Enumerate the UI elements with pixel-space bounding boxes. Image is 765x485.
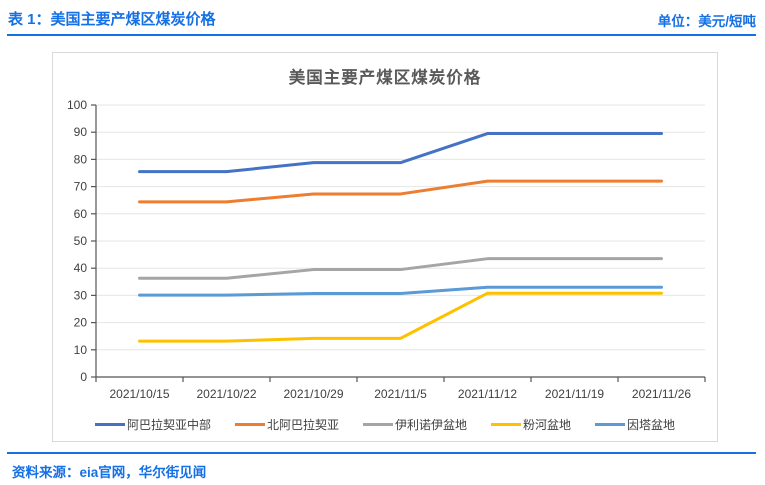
legend-swatch [362, 422, 393, 427]
svg-text:60: 60 [74, 207, 88, 221]
chart-card: 美国主要产煤区煤炭价格 0 10 20 30 40 50 60 70 80 90 100 2021/1… [52, 52, 718, 442]
x-tick-label: 2021/10/15 [109, 387, 169, 401]
svg-text:0: 0 [80, 370, 87, 384]
legend-item: 粉河盆地 [491, 416, 571, 433]
x-tick-label: 2021/10/29 [283, 387, 343, 401]
unit-label: 单位：美元/短吨 [657, 14, 756, 29]
svg-text:30: 30 [74, 288, 88, 302]
footer-divider [7, 452, 756, 454]
svg-text:70: 70 [74, 180, 88, 194]
svg-text:20: 20 [74, 316, 88, 330]
legend-item: 因塔盆地 [595, 416, 675, 433]
legend-swatch [491, 422, 521, 427]
legend-item: 伊利诺伊盆地 [362, 416, 467, 433]
chart-title: 美国主要产煤区煤炭价格 [288, 69, 482, 87]
x-tick-label: 2021/10/22 [196, 387, 256, 401]
legend-swatch [234, 422, 265, 427]
svg-text:10: 10 [74, 343, 88, 357]
x-tick-label: 2021/11/5 [374, 387, 427, 401]
legend-label: 伊利诺伊盆地 [394, 418, 467, 432]
legend-label: 粉河盆地 [523, 418, 572, 432]
svg-text:80: 80 [74, 152, 88, 166]
series-line [138, 257, 663, 280]
chart-legend: 阿巴拉契亚中部 北阿巴拉契亚 伊利诺伊盆地 粉河盆地 因塔盆地 [53, 416, 717, 433]
legend-swatch [94, 422, 125, 427]
svg-text:90: 90 [74, 125, 88, 139]
legend-item: 北阿巴拉契亚 [234, 416, 339, 433]
header-divider [7, 34, 756, 36]
series-line [138, 291, 663, 343]
series-line [138, 179, 663, 204]
legend-label: 因塔盆地 [627, 418, 676, 432]
svg-text:40: 40 [74, 261, 88, 275]
x-tick-label: 2021/11/12 [458, 387, 517, 401]
page-title: 表 1：美国主要产煤区煤炭价格 [8, 11, 216, 28]
svg-text:50: 50 [74, 234, 88, 248]
series-line [138, 132, 663, 174]
legend-item: 阿巴拉契亚中部 [94, 416, 211, 433]
x-tick-label: 2021/11/19 [545, 387, 604, 401]
line-chart-plot: 0 10 20 30 40 50 60 70 80 90 100 2021/10/15 2021/10/… [67, 98, 706, 401]
series-line [138, 285, 663, 297]
source-note: 资料来源：eia官网，华尔街见闻 [12, 465, 207, 480]
legend-label: 阿巴拉契亚中部 [126, 418, 211, 432]
x-tick-label: 2021/11/26 [632, 387, 691, 401]
legend-label: 北阿巴拉契亚 [266, 418, 339, 432]
svg-text:100: 100 [67, 98, 87, 112]
legend-swatch [595, 422, 626, 427]
